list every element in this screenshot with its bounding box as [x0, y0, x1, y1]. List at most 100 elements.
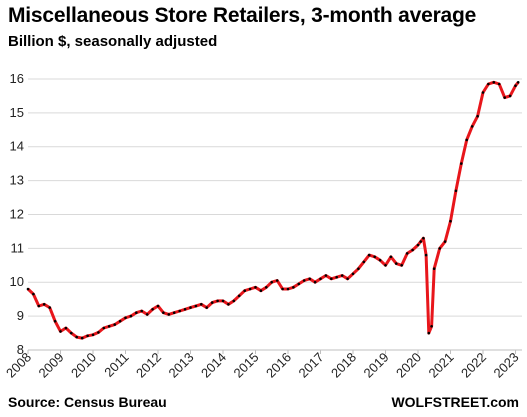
- data-point: [308, 277, 312, 281]
- data-point: [378, 258, 382, 262]
- y-tick-label: 12: [10, 206, 24, 221]
- x-tick-label: 2008: [3, 350, 34, 381]
- data-point: [70, 331, 73, 335]
- data-point: [432, 267, 436, 271]
- x-tick-label: 2017: [296, 350, 327, 381]
- data-point: [302, 279, 306, 282]
- data-point: [59, 330, 62, 333]
- data-point: [140, 309, 143, 313]
- data-point: [319, 277, 322, 281]
- data-point: [422, 236, 425, 240]
- x-tick-label: 2022: [458, 350, 489, 381]
- data-point: [324, 274, 328, 277]
- data-point: [292, 286, 295, 289]
- data-point: [411, 248, 414, 252]
- data-point: [424, 253, 428, 257]
- data-point: [476, 114, 479, 118]
- data-point: [86, 334, 89, 338]
- data-point: [265, 286, 268, 289]
- y-tick-label: 11: [11, 240, 25, 255]
- data-point: [254, 286, 257, 289]
- x-tick-label: 2014: [198, 350, 229, 381]
- data-point: [42, 303, 46, 306]
- data-point: [151, 308, 154, 311]
- data-point: [237, 294, 241, 298]
- data-point: [454, 189, 458, 193]
- data-point: [335, 275, 339, 279]
- data-point: [351, 272, 355, 276]
- data-point: [80, 336, 84, 340]
- x-tick-label: 2012: [133, 350, 164, 381]
- data-point: [443, 240, 447, 243]
- x-tick-label: 2013: [166, 350, 197, 381]
- data-point: [389, 255, 393, 259]
- data-point: [497, 82, 501, 86]
- gridlines: [28, 78, 522, 351]
- chart-title: Miscellaneous Store Retailers, 3-month a…: [8, 4, 477, 27]
- data-point: [514, 84, 517, 87]
- data-point: [97, 331, 100, 334]
- data-point: [405, 252, 409, 255]
- data-point: [32, 292, 35, 296]
- y-axis-ticks: 8 9 10 11 12 13 14 15 16: [10, 71, 24, 357]
- y-tick-label: 9: [17, 308, 24, 323]
- y-tick-label: 10: [10, 274, 24, 289]
- x-tick-label: 2019: [361, 350, 392, 381]
- x-tick-label: 2010: [68, 350, 99, 381]
- data-point: [48, 306, 51, 309]
- data-point: [313, 280, 317, 284]
- x-tick-label: 2018: [328, 350, 359, 381]
- x-tick-label: 2015: [231, 350, 262, 381]
- y-tick-label: 16: [10, 71, 24, 86]
- data-point: [367, 253, 371, 257]
- series-layer: [26, 80, 520, 340]
- data-point: [275, 279, 279, 282]
- data-point: [75, 335, 78, 339]
- data-point: [156, 304, 160, 308]
- data-point: [118, 319, 122, 323]
- data-point: [221, 299, 225, 303]
- data-point: [470, 125, 474, 128]
- data-point: [37, 304, 41, 308]
- data-point: [286, 287, 290, 291]
- data-point: [384, 264, 387, 267]
- data-point: [129, 314, 133, 318]
- data-point: [400, 264, 404, 267]
- data-point: [53, 319, 57, 323]
- data-point: [135, 311, 138, 315]
- x-tick-label: 2023: [491, 350, 522, 381]
- data-point: [419, 240, 423, 243]
- data-point: [259, 289, 263, 293]
- data-point: [449, 219, 452, 223]
- data-point: [270, 280, 274, 284]
- y-tick-label: 15: [10, 105, 24, 120]
- data-point: [362, 260, 366, 264]
- data-point: [172, 311, 176, 315]
- data-point: [232, 299, 236, 303]
- data-point: [162, 311, 165, 315]
- data-point: [205, 306, 208, 309]
- data-point: [26, 287, 30, 291]
- data-point: [210, 301, 214, 304]
- y-tick-label: 13: [10, 173, 24, 188]
- data-point: [124, 316, 127, 320]
- y-tick-label: 8: [17, 342, 24, 357]
- data-point: [340, 274, 344, 277]
- data-point: [346, 277, 349, 281]
- data-point: [243, 289, 246, 293]
- data-point: [281, 287, 284, 291]
- data-point: [487, 82, 490, 86]
- data-point: [227, 303, 230, 306]
- data-point: [200, 303, 203, 306]
- data-point: [183, 308, 187, 311]
- data-point: [395, 262, 398, 265]
- x-tick-label: 2016: [263, 350, 294, 381]
- source-label: Source: Census Bureau: [8, 394, 167, 410]
- data-point: [91, 333, 95, 337]
- x-tick-label: 2009: [36, 350, 67, 381]
- brand-label: WOLFSTREET.com: [391, 394, 519, 410]
- data-point: [297, 282, 301, 286]
- data-point: [373, 255, 377, 259]
- data-point: [481, 91, 485, 94]
